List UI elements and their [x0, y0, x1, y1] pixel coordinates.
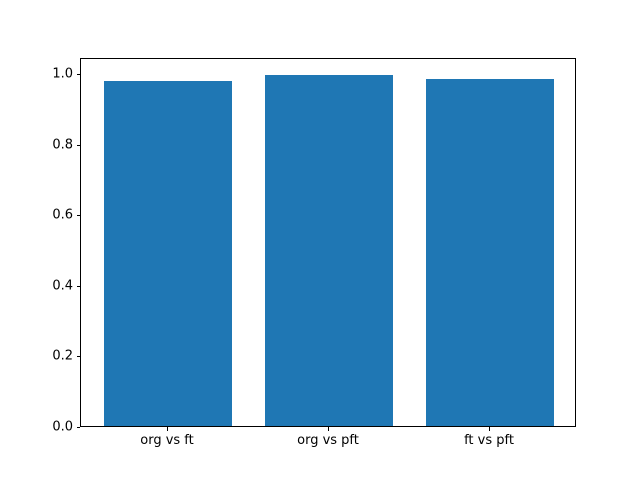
- x-tick-mark: [328, 427, 329, 431]
- y-tick-label: 0.4: [52, 278, 73, 294]
- bar-ft-vs-pft: [425, 78, 555, 426]
- bar-org-vs-pft: [264, 74, 394, 426]
- y-tick-mark: [76, 356, 80, 358]
- x-tick-label: ft vs pft: [464, 433, 514, 448]
- y-tick-mark: [76, 215, 80, 217]
- y-tick-label: 0.2: [52, 348, 73, 364]
- x-tick-label: org vs pft: [297, 433, 359, 448]
- x-tick-mark: [489, 427, 490, 431]
- bar-org-vs-ft: [103, 81, 233, 426]
- y-tick-mark: [76, 285, 80, 287]
- x-tick-label: org vs ft: [140, 433, 194, 448]
- y-tick-label: 0.0: [52, 419, 73, 435]
- y-tick-mark: [76, 144, 80, 146]
- plot-area: [80, 58, 576, 427]
- y-tick-mark: [76, 427, 80, 428]
- y-tick-label: 0.6: [52, 207, 73, 223]
- x-tick-mark: [167, 427, 168, 431]
- y-tick-label: 0.8: [52, 137, 73, 152]
- y-tick-label: 1.0: [52, 66, 73, 82]
- y-tick-mark: [76, 73, 80, 75]
